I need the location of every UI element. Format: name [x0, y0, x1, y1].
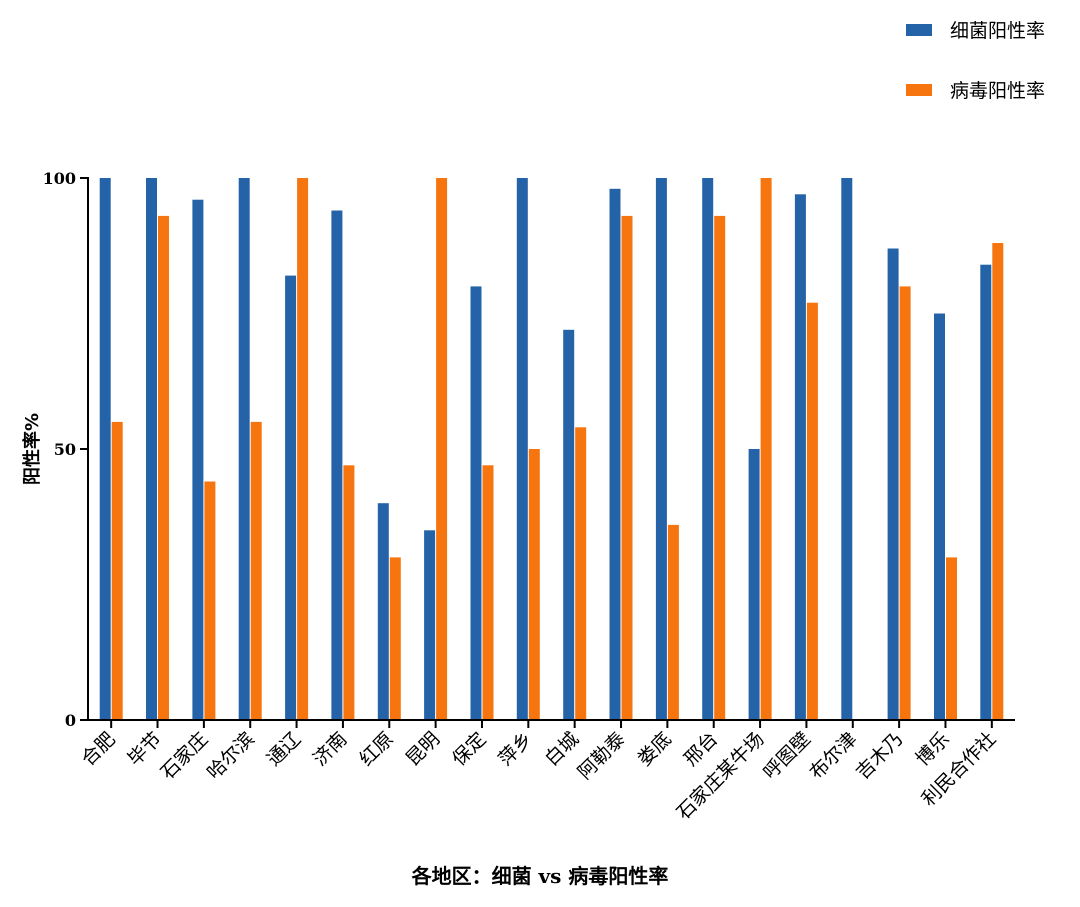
x-tick-label-8: 昆明 — [402, 728, 444, 770]
x-tick-label-10: 萍乡 — [494, 728, 536, 770]
legend-swatch-2 — [906, 84, 932, 96]
bar-series2-10 — [528, 449, 540, 720]
x-tick-label-7: 红原 — [355, 728, 397, 770]
bar-series1-15 — [748, 449, 760, 720]
legend-label-1: 细菌阳性率 — [950, 20, 1045, 42]
bar-series1-18 — [887, 248, 899, 720]
bar-series2-5 — [297, 178, 309, 720]
x-tick-label-12: 阿勒泰 — [574, 728, 630, 784]
bar-series1-8 — [424, 530, 436, 720]
bar-series2-2 — [158, 215, 169, 720]
bar-series1-16 — [794, 194, 806, 721]
bar-series2-3 — [204, 481, 216, 720]
bar-series2-12 — [621, 215, 633, 720]
y-tick-label-3: 100 — [43, 169, 76, 188]
x-tick-label-18: 吉木乃 — [852, 728, 908, 784]
bar-series2-4 — [250, 421, 262, 720]
bar-series1-3 — [192, 199, 204, 720]
bar-series2-18 — [899, 286, 911, 720]
bar-series2-20 — [992, 243, 1004, 720]
bar-series2-19 — [946, 557, 957, 720]
bar-series1-9 — [470, 286, 482, 720]
bar-series2-15 — [760, 178, 772, 720]
x-tick-label-4: 哈尔滨 — [203, 728, 259, 784]
legend-swatch-1 — [906, 24, 932, 36]
bar-series1-6 — [331, 210, 343, 720]
bar-series1-13 — [655, 178, 667, 720]
bar-series2-6 — [343, 465, 355, 720]
y-axis-label: 阳性率% — [21, 413, 43, 485]
legend-label-2: 病毒阳性率 — [950, 80, 1045, 102]
bar-series1-7 — [377, 503, 389, 720]
bar-series1-17 — [841, 178, 853, 720]
bar-series1-2 — [146, 178, 157, 720]
bar-series2-16 — [806, 302, 818, 720]
x-tick-label-16: 呼图壁 — [759, 728, 815, 784]
bar-series1-19 — [934, 313, 945, 720]
y-tick-label-2: 50 — [54, 440, 76, 459]
bar-series1-4 — [238, 178, 250, 720]
bar-series2-14 — [714, 215, 726, 720]
x-tick-label-6: 济南 — [309, 728, 351, 770]
x-axis-label: 各地区：细菌 vs 病毒阳性率 — [411, 864, 669, 888]
x-tick-label-3: 石家庄 — [157, 728, 213, 784]
x-tick-label-1: 合肥 — [77, 728, 119, 770]
bar-series2-8 — [436, 178, 448, 720]
bar-series1-14 — [702, 178, 714, 720]
bar-series1-20 — [980, 264, 992, 720]
x-tick-label-9: 保定 — [448, 728, 490, 770]
bar-series2-1 — [111, 421, 123, 720]
bars — [99, 178, 1004, 721]
y-tick-label-1: 0 — [65, 711, 76, 730]
bar-series1-10 — [516, 178, 528, 720]
bar-series2-7 — [389, 557, 401, 720]
bar-series1-12 — [609, 188, 621, 721]
bar-series1-5 — [285, 275, 297, 720]
bar-series1-1 — [99, 178, 111, 720]
x-tick-label-17: 布尔津 — [805, 728, 861, 784]
bar-series2-13 — [667, 524, 679, 720]
x-tick-label-13: 娄底 — [633, 728, 675, 770]
bar-series2-11 — [575, 427, 587, 720]
bar-series2-9 — [482, 465, 494, 720]
x-tick-label-5: 通辽 — [263, 728, 305, 770]
bar-series1-11 — [563, 329, 575, 720]
